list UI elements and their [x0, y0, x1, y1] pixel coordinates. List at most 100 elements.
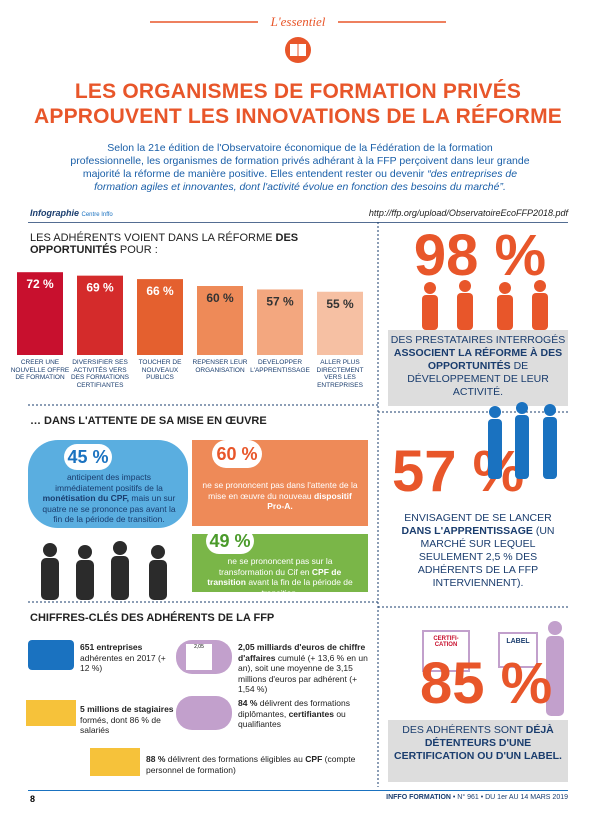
- category-label-box: TOUCHER DE NOUVEAUX PUBLICS: [138, 359, 182, 381]
- person-purple: [546, 621, 564, 716]
- text-bold: monétisation du CPF,: [42, 493, 130, 503]
- bar: [257, 289, 303, 355]
- stat-bold: ASSOCIENT LA RÉFORME À DES OPPORTUNITÉS: [393, 347, 563, 372]
- stat-box: DES ADHÉRENTS SONT DÉJÀ DÉTENTEURS D'UNE…: [388, 720, 568, 782]
- stat-text: ENVISAGENT DE SE LANCER: [404, 512, 552, 524]
- stat-text: DE DÉVELOPPEMENT DE LEUR ACTIVITÉ.: [407, 360, 549, 398]
- text-bold: CPF de transition: [207, 566, 342, 588]
- bar: [137, 279, 183, 355]
- section-title: CHIFFRES-CLÉS DES ADHÉRENTS DE LA FFP: [30, 612, 275, 624]
- intro-text: Selon la 21e édition de l'Observatoire é…: [70, 142, 530, 180]
- key-figure: 2,05 milliards d'euros de chiffre d'affa…: [238, 642, 368, 695]
- people-blue: [488, 402, 557, 479]
- value-label: 66 %: [146, 284, 174, 298]
- text-bold: dispositif Pro-A.: [267, 490, 352, 512]
- bar: [317, 291, 363, 355]
- kf-text: (compte personnel de formation): [146, 754, 356, 775]
- waiting-text: ne se prononcent pas dans l'attente de l…: [200, 480, 360, 512]
- category-label-box: REPENSER LEUR ORGANISATION: [192, 359, 248, 374]
- stat-text: DES PRESTATAIRES INTERROGÉS: [390, 334, 566, 346]
- category-label: DIVERSIFIER SES ACTIVITÉS VERS DES FORMA…: [70, 359, 130, 389]
- calc-label: 2,05: [186, 644, 212, 670]
- stat-text: (UN MARCHÉ SUR LEQUEL SEULEMENT 2,5 % DE…: [417, 525, 555, 589]
- value-label: 69 %: [86, 281, 114, 295]
- icon-class-bg: [90, 748, 140, 776]
- footer-rule: [28, 790, 568, 791]
- value-label: 57 %: [266, 294, 294, 308]
- credit-label: Infographie: [30, 208, 79, 218]
- kf-text: cumulé (+ 13,6 % en un an), soit une moy…: [238, 652, 368, 695]
- title-line: APPROUVENT LES INNOVATIONS DE LA RÉFORME: [34, 105, 562, 128]
- label-card: LABEL: [498, 632, 538, 668]
- category-label: TOUCHER DE NOUVEAUX PUBLICS: [138, 359, 182, 381]
- pct-60: 60 %: [212, 440, 262, 468]
- kf-bold: CPF: [305, 754, 323, 764]
- stat-bold: DANS L'APPRENTISSAGE: [401, 525, 533, 537]
- stat-value: 57 %: [392, 439, 525, 504]
- value-label: 60 %: [206, 291, 234, 305]
- waiting-text: anticipent des impacts immédiatement pos…: [38, 472, 180, 525]
- issue: INFFO FORMATION • N° 961 • DU 1er AU 14 …: [386, 794, 568, 801]
- pct-49: 49 %: [206, 528, 254, 554]
- kf-text: délivrent des formations diplômantes,: [238, 698, 350, 719]
- stat-value: 98 %: [413, 223, 547, 288]
- category-label-box: DÉVELOPPER L'APPRENTISSAGE: [250, 359, 310, 374]
- kf-bold: 5 millions de stagiaires: [80, 704, 174, 714]
- icon-people-bg: [26, 700, 76, 726]
- issue-text: • N° 961 • DU 1er AU 14 MARS 2019: [452, 794, 568, 801]
- intro: Selon la 21e édition de l'Observatoire é…: [70, 142, 530, 194]
- icon-building: [28, 640, 74, 670]
- category-label: CRÉER UNE NOUVELLE OFFRE DE FORMATION: [10, 359, 70, 381]
- value-label: 55 %: [326, 297, 354, 311]
- kf-bold: certifiantes: [288, 708, 334, 719]
- key-figure: 5 millions de stagiaires formés, dont 86…: [80, 704, 175, 736]
- section-bold: DES OPPORTUNITÉS: [30, 232, 299, 256]
- waiting-text: ne se prononcent pas sur la transformati…: [200, 556, 360, 598]
- category-label-box: DIVERSIFIER SES ACTIVITÉS VERS DES FORMA…: [70, 359, 130, 389]
- bar: [77, 275, 123, 355]
- icon-meeting-bg: [176, 696, 232, 730]
- text: mais un sur quatre ne se prononce pas av…: [42, 493, 176, 524]
- category-label: ALLER PLUS DIRECTEMENT VERS LES ENTREPRI…: [316, 359, 364, 389]
- key-figure: 88 % délivrent des formations éligibles …: [146, 754, 366, 775]
- title-line: LES ORGANISMES DE FORMATION PRIVÉS: [74, 80, 522, 103]
- kf-text: délivrent des formations éligibles au: [167, 754, 303, 764]
- stat-box: DES PRESTATAIRES INTERROGÉS ASSOCIENT LA…: [388, 330, 568, 406]
- category-label-box: ALLER PLUS DIRECTEMENT VERS LES ENTREPRI…: [316, 359, 364, 389]
- kf-text: formés, dont 86 % de salariés: [80, 714, 161, 736]
- header-graphics: [150, 14, 446, 63]
- stat-value: 85 %: [420, 651, 553, 716]
- kf-bold: 84 %: [238, 698, 258, 708]
- text: anticipent des impacts immédiatement pos…: [55, 472, 163, 493]
- issue-bold: INFFO FORMATION: [386, 794, 451, 801]
- intro-quote: “des entreprises de formation agiles et …: [94, 168, 518, 193]
- credit-source: Centre Inffo: [81, 212, 113, 218]
- stat-box: ENVISAGENT DE SE LANCER DANS L'APPRENTIS…: [388, 512, 568, 598]
- key-figure: 84 % délivrent des formations diplômante…: [238, 698, 368, 730]
- bar-chart: 72 % CRÉER UNE NOUVELLE OFFRE DE FORMATIO…: [10, 272, 364, 389]
- category-label: REPENSER LEUR ORGANISATION: [192, 359, 248, 374]
- kf-text: adhérentes en 2017 (+ 12 %): [80, 652, 166, 674]
- key-figure: 651 entreprises adhérentes en 2017 (+ 12…: [80, 642, 170, 674]
- page-number: 8: [30, 794, 36, 804]
- people-illustration: [41, 541, 167, 600]
- bar: [17, 272, 63, 355]
- section-title: LES ADHÉRENTS VOIENT DANS LA RÉFORME DES…: [30, 232, 360, 256]
- credit: Infographie Centre Inffo: [30, 208, 113, 218]
- section-title: … DANS L'ATTENTE DE SA MISE EN ŒUVRE: [30, 415, 267, 427]
- text: ne se prononcent pas sur la transformati…: [218, 556, 333, 577]
- text: avant la fin de la période de transition…: [248, 577, 353, 598]
- source-url: http://ffp.org/upload/ObservatoireEcoFFP…: [368, 208, 568, 218]
- stat-bold: DÉJÀ DÉTENTEURS D'UNE CERTIFICATION OU D…: [394, 724, 562, 762]
- stat-text: DES ADHÉRENTS SONT: [402, 724, 523, 736]
- category-label-box: CRÉER UNE NOUVELLE OFFRE DE FORMATION: [10, 359, 70, 381]
- kf-text: ou qualifiantes: [238, 708, 346, 730]
- bar: [197, 286, 243, 355]
- people-orange: [422, 280, 548, 330]
- value-label: 72 %: [26, 277, 54, 291]
- cert-card: CERTIFI-CATION: [422, 630, 470, 672]
- header-label: L'essentiel: [270, 14, 326, 29]
- pct-45: 45 %: [64, 444, 112, 470]
- section-text: LES ADHÉRENTS VOIENT DANS LA RÉFORME: [30, 232, 273, 244]
